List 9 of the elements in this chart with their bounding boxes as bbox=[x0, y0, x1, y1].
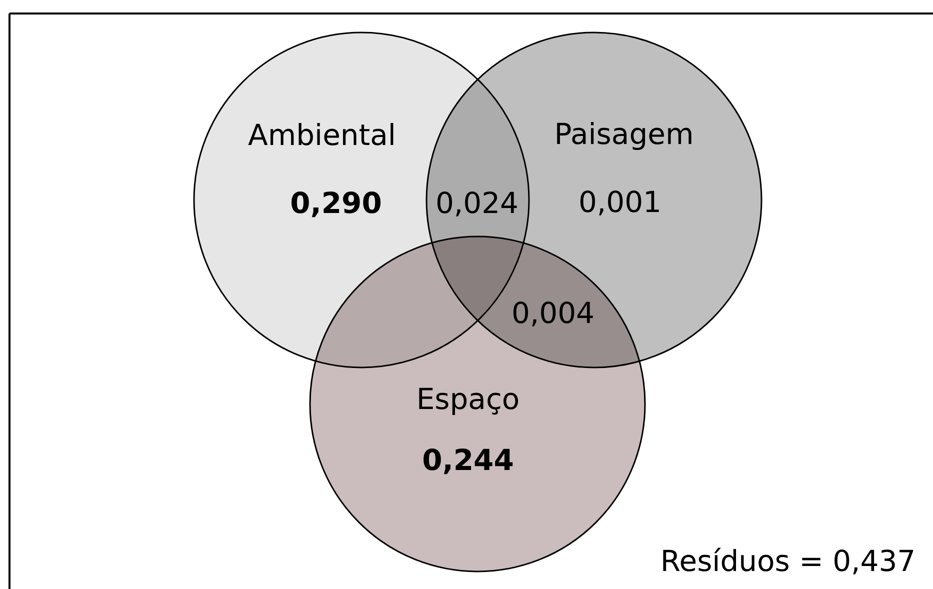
category-label: Ambiental bbox=[248, 118, 396, 152]
text: Resíduos = 0,437 bbox=[660, 544, 916, 578]
data-label: 0,001 bbox=[578, 185, 662, 219]
category-label: Paisagem bbox=[554, 117, 694, 151]
category-label: Espaço bbox=[416, 382, 520, 416]
text: 0,004 bbox=[511, 296, 595, 330]
data-label: 0,244 bbox=[422, 443, 514, 477]
text: 0,024 bbox=[435, 186, 519, 220]
data-label: 0,290 bbox=[290, 186, 382, 220]
